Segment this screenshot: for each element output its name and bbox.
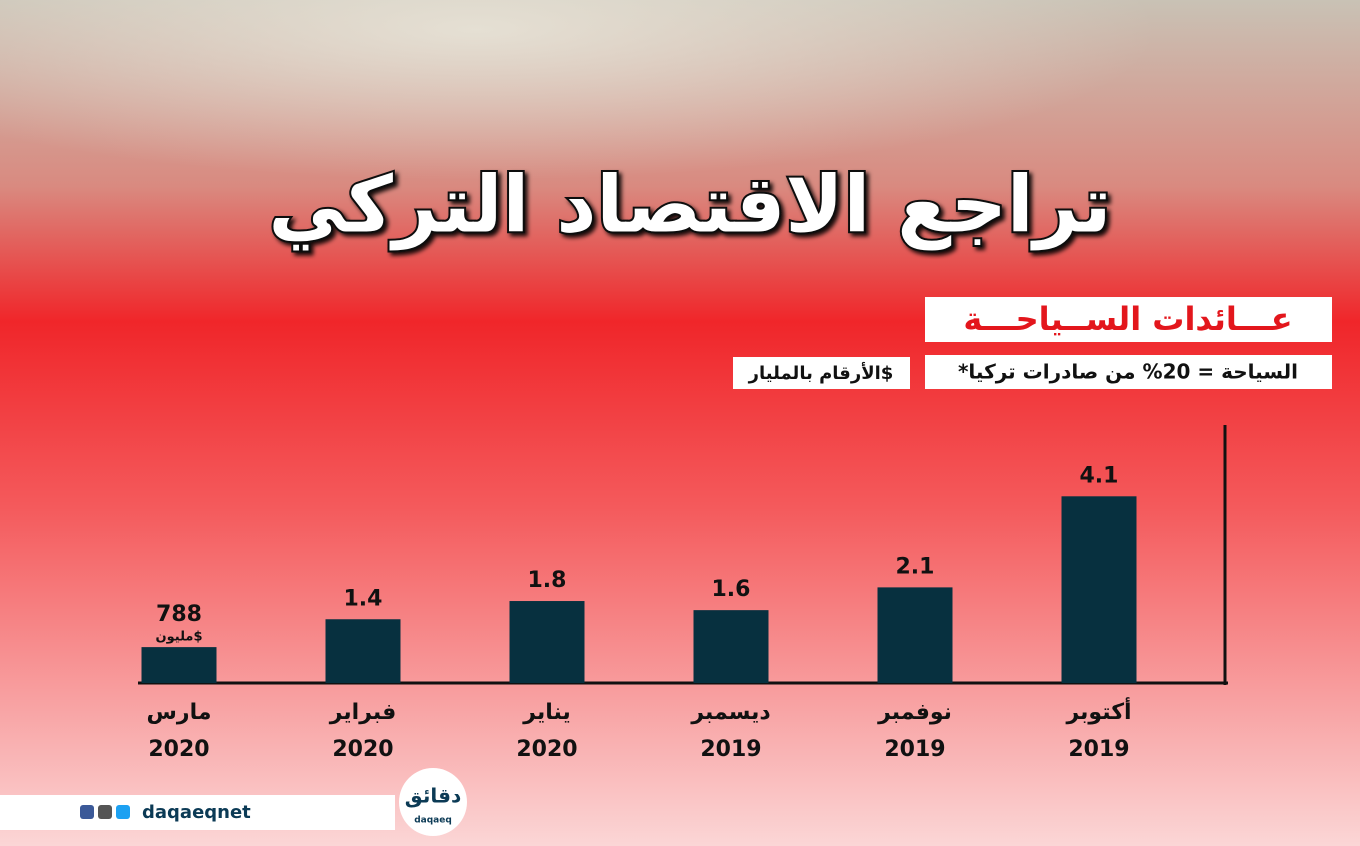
x-tick-year: 2020 bbox=[148, 737, 209, 762]
twitter-icon bbox=[116, 805, 130, 819]
x-tick-year: 2019 bbox=[1068, 737, 1129, 762]
subtitle: عـــائدات الســياحـــة bbox=[963, 300, 1292, 338]
bar bbox=[1061, 496, 1137, 683]
value-label: 4.1 bbox=[1080, 463, 1119, 488]
value-label: 2.1 bbox=[896, 554, 935, 579]
footer-strip bbox=[0, 795, 395, 830]
bar bbox=[877, 587, 953, 683]
photo-glow bbox=[0, 0, 1360, 300]
brand: daqaeqnet bbox=[142, 802, 251, 823]
x-tick-year: 2020 bbox=[516, 737, 577, 762]
logo-circle bbox=[399, 768, 467, 836]
units-box bbox=[733, 357, 910, 389]
x-tick-label: نوفمبر bbox=[877, 700, 952, 725]
subtitle-box bbox=[925, 297, 1332, 342]
x-tick-label: يناير bbox=[522, 700, 570, 725]
x-tick-label: أكتوبر bbox=[1065, 696, 1131, 725]
bar bbox=[325, 619, 401, 683]
facebook-icon bbox=[80, 805, 94, 819]
value-label: 1.8 bbox=[528, 568, 567, 593]
x-tick-year: 2019 bbox=[884, 737, 945, 762]
x-tick-year: 2019 bbox=[700, 737, 761, 762]
value-label: 788 bbox=[156, 602, 202, 627]
instagram-icon bbox=[98, 805, 112, 819]
note-box bbox=[925, 355, 1332, 389]
logo-sub: daqaeq bbox=[414, 816, 452, 826]
bar bbox=[141, 647, 217, 683]
note: *السياحة = 20% من صادرات تركيا bbox=[958, 360, 1298, 384]
value-label: 1.4 bbox=[344, 586, 383, 611]
x-tick-label: مارس bbox=[147, 700, 212, 725]
x-tick-label: ديسمبر bbox=[690, 700, 770, 725]
title: تراجع الاقتصاد التركي bbox=[269, 160, 1112, 250]
bar bbox=[509, 601, 585, 683]
value-label: 1.6 bbox=[712, 577, 751, 602]
logo: دقائق bbox=[405, 784, 461, 808]
bar bbox=[693, 610, 769, 683]
x-tick-year: 2020 bbox=[332, 737, 393, 762]
units-note: الأرقام بالمليار$ bbox=[748, 362, 894, 384]
annotation: مليون$ bbox=[156, 630, 203, 645]
x-tick-label: فبراير bbox=[329, 700, 397, 725]
